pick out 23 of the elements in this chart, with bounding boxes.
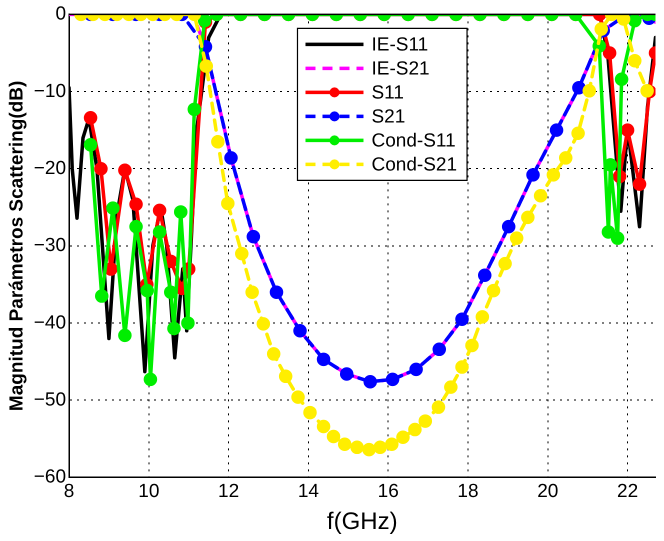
y-tick-label: −60 (34, 466, 66, 488)
x-tick-label: 8 (64, 481, 74, 502)
y-tick-label: −20 (34, 158, 66, 179)
legend-label: Cond-S21 (371, 154, 458, 176)
y-tick-label: 0 (55, 4, 66, 25)
legend-label: IE-S11 (371, 34, 428, 56)
y-tick-label: −50 (34, 389, 66, 410)
x-tick-label: 20 (537, 481, 558, 502)
y-tick-label: −40 (34, 312, 66, 334)
x-tick-label: 16 (378, 481, 399, 502)
legend-label: S11 (371, 82, 404, 104)
x-axis-title: f(GHz) (326, 508, 398, 536)
legend-label: Cond-S11 (371, 130, 456, 152)
y-axis-title: Magnitud Parámetros Scattering(dB) (6, 80, 28, 412)
legend-label: S21 (371, 106, 406, 128)
x-tick-label: 18 (457, 481, 479, 502)
x-tick-label: 14 (298, 481, 320, 502)
x-tick-label: 22 (617, 481, 638, 502)
y-tick-label: −10 (34, 80, 66, 102)
x-tick-label: 12 (218, 481, 240, 502)
legend-label: IE-S21 (371, 58, 430, 80)
x-tick-label: 10 (138, 481, 160, 502)
y-tick-label: −30 (34, 235, 66, 256)
